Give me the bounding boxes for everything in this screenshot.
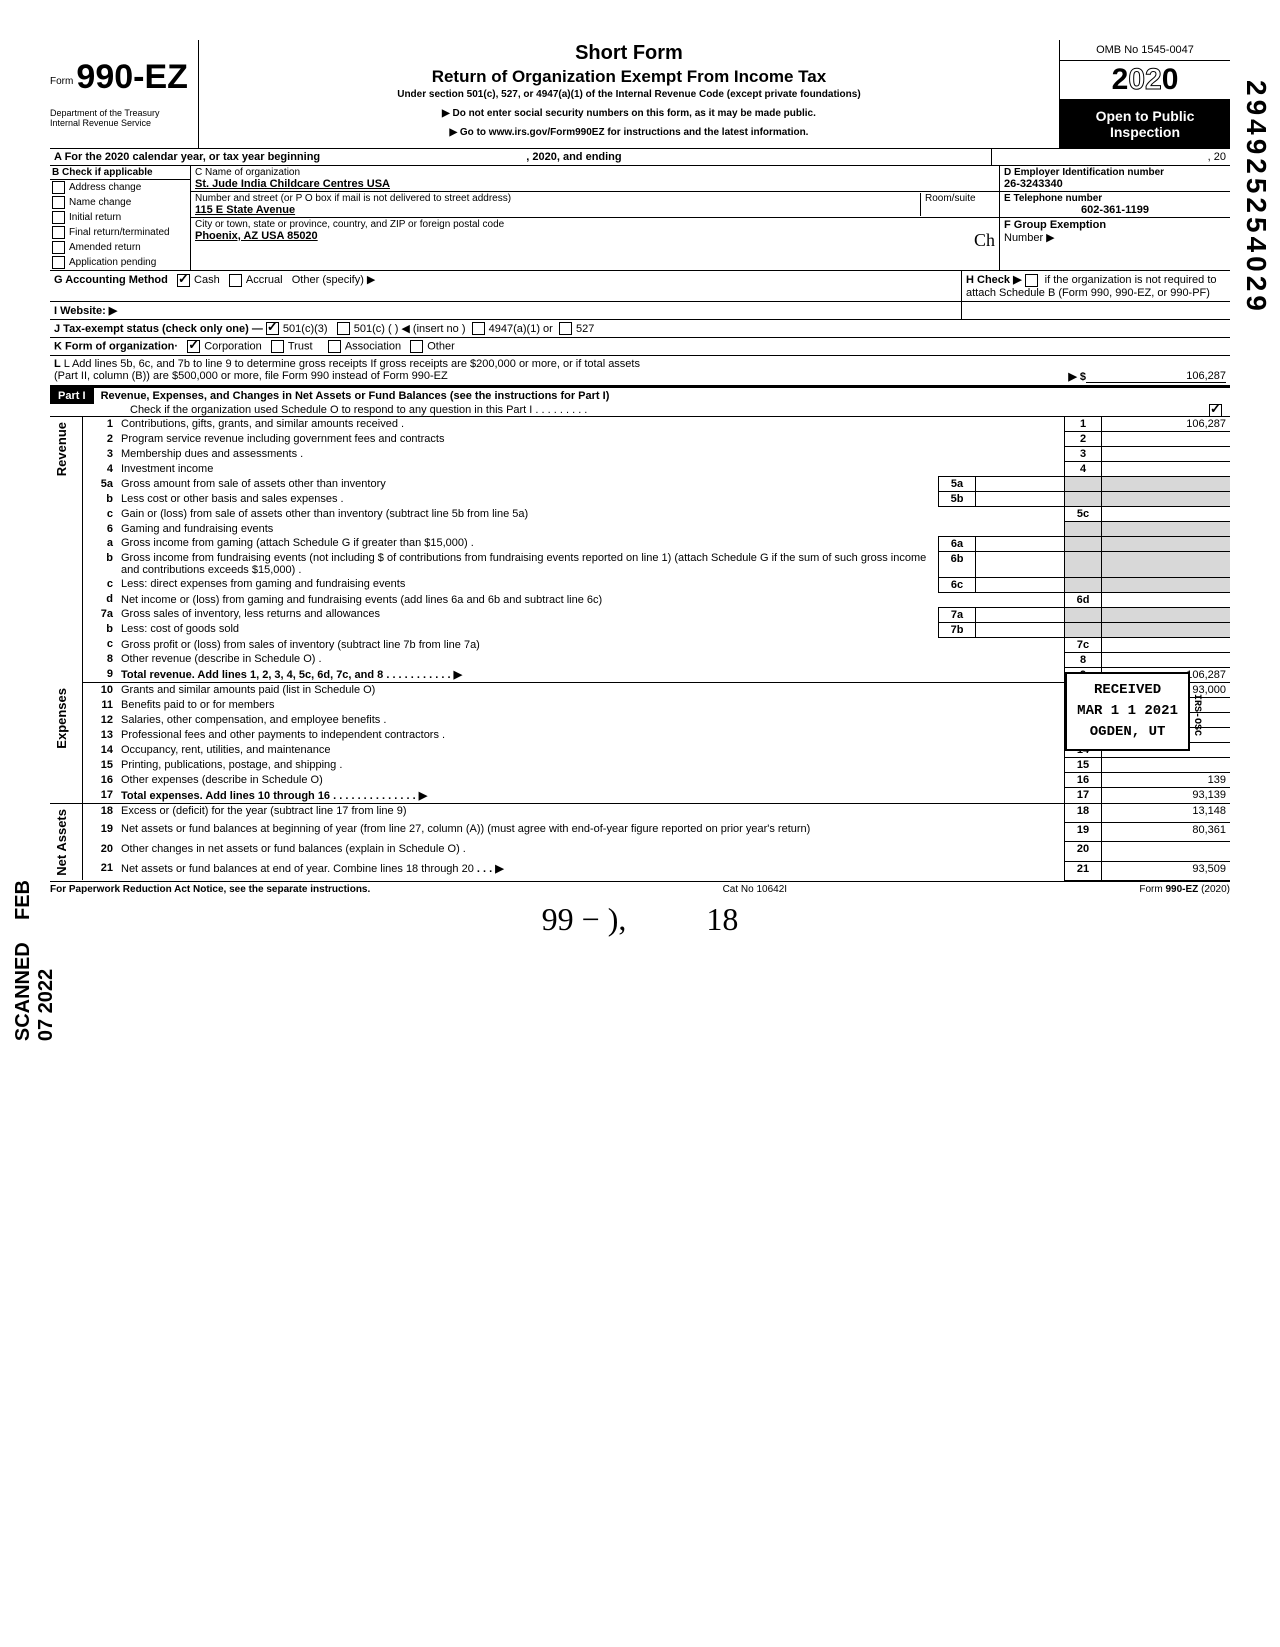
- chk-initial-return[interactable]: [52, 211, 65, 224]
- addr-label: Number and street (or P O box if mail is…: [195, 193, 920, 204]
- city-label: City or town, state or province, country…: [195, 219, 995, 230]
- chk-accrual[interactable]: [229, 274, 242, 287]
- tax-year: 2020: [1060, 61, 1230, 100]
- chk-schedule-o-used[interactable]: [1209, 404, 1222, 417]
- line-k: K Form of organization· Corporation Trus…: [50, 338, 1230, 356]
- e-label: E Telephone number: [1004, 193, 1226, 204]
- chk-501c[interactable]: [337, 322, 350, 335]
- dept-treasury: Department of the Treasury Internal Reve…: [50, 97, 188, 129]
- chk-amended-return[interactable]: [52, 241, 65, 254]
- omb-number: OMB No 1545-0047: [1060, 40, 1230, 61]
- chk-schedule-b[interactable]: [1025, 274, 1038, 287]
- line-a: A For the 2020 calendar year, or tax yea…: [50, 149, 1230, 166]
- gross-receipts: 106,287: [1086, 370, 1226, 383]
- section-b-checks: B Check if applicable Address change Nam…: [50, 166, 191, 270]
- org-name: St. Jude India Childcare Centres USA: [195, 178, 995, 190]
- side-net-assets: Net Assets: [54, 805, 69, 880]
- h-label: H Check ▶: [966, 274, 1022, 286]
- chk-corporation[interactable]: [187, 340, 200, 353]
- form-under: Under section 501(c), 527, or 4947(a)(1)…: [207, 89, 1051, 100]
- phone: 602-361-1199: [1004, 204, 1226, 216]
- chk-4947[interactable]: [472, 322, 485, 335]
- f-label: F Group Exemption: [1004, 219, 1106, 231]
- received-stamp: RECEIVED MAR 1 1 2021 OGDEN, UT IRS-OSC: [1065, 672, 1190, 751]
- lines-table: Revenue 1Contributions, gifts, grants, a…: [50, 417, 1230, 881]
- form-title: Short Form: [207, 42, 1051, 65]
- org-street: 115 E State Avenue: [195, 204, 920, 216]
- ein: 26-3243340: [1004, 178, 1226, 190]
- part1-header: Part I Revenue, Expenses, and Changes in…: [50, 386, 1230, 417]
- date-stamp-vertical: SCANNED FEB 07 2022: [12, 880, 58, 1041]
- org-city: Phoenix, AZ USA 85020: [195, 230, 318, 251]
- line-j: J Tax-exempt status (check only one) — 5…: [50, 320, 1230, 339]
- chk-name-change[interactable]: [52, 196, 65, 209]
- i-label: I Website: ▶: [54, 305, 117, 317]
- irs-link-note: ▶ Go to www.irs.gov/Form990EZ for instru…: [207, 127, 1051, 138]
- side-revenue: Revenue: [54, 418, 69, 480]
- chk-application-pending[interactable]: [52, 256, 65, 269]
- g-label: G Accounting Method: [54, 274, 168, 286]
- form-subtitle: Return of Organization Exempt From Incom…: [207, 67, 1051, 87]
- line-l: L L Add lines 5b, 6c, and 7b to line 9 t…: [50, 356, 1230, 386]
- handwritten-signature: 99 − ), 18: [50, 901, 1230, 938]
- form-number: 990-EZ: [76, 58, 188, 96]
- form-header: Form 990-EZ Department of the Treasury I…: [50, 40, 1230, 149]
- f-label2: Number ▶: [1004, 232, 1055, 244]
- dln-vertical: 294925254029: [1240, 80, 1272, 315]
- c-label: C Name of organization: [195, 167, 995, 178]
- handwritten-mark: Ch: [974, 230, 995, 251]
- chk-association[interactable]: [328, 340, 341, 353]
- chk-501c3[interactable]: [266, 322, 279, 335]
- footer: For Paperwork Reduction Act Notice, see …: [50, 881, 1230, 895]
- form-prefix: Form: [50, 76, 73, 87]
- chk-cash[interactable]: [177, 274, 190, 287]
- ssn-note: ▶ Do not enter social security numbers o…: [207, 108, 1051, 119]
- open-inspection: Open to Public Inspection: [1060, 100, 1230, 148]
- chk-527[interactable]: [559, 322, 572, 335]
- chk-final-return[interactable]: [52, 226, 65, 239]
- room-suite-label: Room/suite: [920, 193, 995, 216]
- chk-address-change[interactable]: [52, 181, 65, 194]
- chk-trust[interactable]: [271, 340, 284, 353]
- side-expenses: Expenses: [54, 684, 69, 753]
- d-label: D Employer Identification number: [1004, 167, 1226, 178]
- chk-other-org[interactable]: [410, 340, 423, 353]
